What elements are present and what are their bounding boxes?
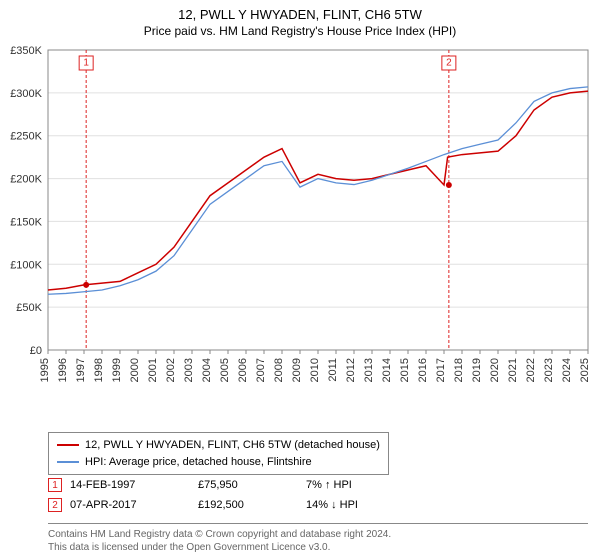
sale-date: 07-APR-2017 xyxy=(70,499,190,511)
svg-text:2024: 2024 xyxy=(561,358,573,382)
legend-label: HPI: Average price, detached house, Flin… xyxy=(85,454,312,471)
footer: Contains HM Land Registry data © Crown c… xyxy=(48,523,588,554)
svg-text:2012: 2012 xyxy=(345,358,357,382)
svg-text:2005: 2005 xyxy=(219,358,231,382)
svg-text:2006: 2006 xyxy=(237,358,249,382)
svg-text:£350K: £350K xyxy=(10,45,42,57)
sale-row: 2 07-APR-2017 £192,500 14% ↓ HPI xyxy=(48,498,588,512)
svg-text:1996: 1996 xyxy=(57,358,69,382)
legend-swatch xyxy=(57,444,79,446)
svg-text:1998: 1998 xyxy=(93,358,105,382)
sale-date: 14-FEB-1997 xyxy=(70,479,190,491)
legend-item: 12, PWLL Y HWYADEN, FLINT, CH6 5TW (deta… xyxy=(57,437,380,454)
legend: 12, PWLL Y HWYADEN, FLINT, CH6 5TW (deta… xyxy=(48,432,389,475)
svg-text:2: 2 xyxy=(446,58,452,69)
svg-text:2003: 2003 xyxy=(183,358,195,382)
sale-price: £75,950 xyxy=(198,479,298,491)
svg-text:2016: 2016 xyxy=(417,358,429,382)
footer-line-2: This data is licensed under the Open Gov… xyxy=(48,541,588,554)
svg-text:2015: 2015 xyxy=(399,358,411,382)
svg-text:2017: 2017 xyxy=(435,358,447,382)
svg-text:£150K: £150K xyxy=(10,216,42,228)
svg-text:£0: £0 xyxy=(30,345,42,357)
svg-text:£100K: £100K xyxy=(10,259,42,271)
svg-text:2009: 2009 xyxy=(291,358,303,382)
sales-table: 1 14-FEB-1997 £75,950 7% ↑ HPI 2 07-APR-2017 £… xyxy=(48,478,588,518)
sale-row: 1 14-FEB-1997 £75,950 7% ↑ HPI xyxy=(48,478,588,492)
svg-text:2001: 2001 xyxy=(147,358,159,382)
legend-swatch xyxy=(57,461,79,463)
svg-text:2002: 2002 xyxy=(165,358,177,382)
svg-text:2021: 2021 xyxy=(507,358,519,382)
svg-text:£50K: £50K xyxy=(16,302,42,314)
legend-label: 12, PWLL Y HWYADEN, FLINT, CH6 5TW (deta… xyxy=(85,437,380,454)
svg-text:1995: 1995 xyxy=(39,358,51,382)
chart-svg: £0£50K£100K£150K£200K£250K£300K£350K1995… xyxy=(48,50,588,380)
svg-text:2020: 2020 xyxy=(489,358,501,382)
svg-text:1: 1 xyxy=(83,58,89,69)
svg-text:£200K: £200K xyxy=(10,174,42,186)
sale-marker: 1 xyxy=(48,478,62,492)
svg-text:£250K: £250K xyxy=(10,131,42,143)
svg-text:2013: 2013 xyxy=(363,358,375,382)
svg-text:2008: 2008 xyxy=(273,358,285,382)
legend-item: HPI: Average price, detached house, Flin… xyxy=(57,454,380,471)
svg-text:2014: 2014 xyxy=(381,358,393,382)
svg-text:2007: 2007 xyxy=(255,358,267,382)
svg-text:1999: 1999 xyxy=(111,358,123,382)
svg-text:2004: 2004 xyxy=(201,358,213,382)
chart-title: 12, PWLL Y HWYADEN, FLINT, CH6 5TW xyxy=(0,0,600,24)
sale-marker: 2 xyxy=(48,498,62,512)
svg-text:2025: 2025 xyxy=(579,358,591,382)
sale-price: £192,500 xyxy=(198,499,298,511)
chart: £0£50K£100K£150K£200K£250K£300K£350K1995… xyxy=(48,50,588,380)
svg-text:2022: 2022 xyxy=(525,358,537,382)
svg-text:2010: 2010 xyxy=(309,358,321,382)
svg-text:£300K: £300K xyxy=(10,88,42,100)
svg-text:2011: 2011 xyxy=(327,358,339,382)
svg-text:2019: 2019 xyxy=(471,358,483,382)
sale-pct: 7% ↑ HPI xyxy=(306,479,406,491)
sale-pct: 14% ↓ HPI xyxy=(306,499,406,511)
svg-text:2023: 2023 xyxy=(543,358,555,382)
footer-line-1: Contains HM Land Registry data © Crown c… xyxy=(48,528,588,541)
svg-text:2018: 2018 xyxy=(453,358,465,382)
chart-subtitle: Price paid vs. HM Land Registry's House … xyxy=(0,24,600,42)
svg-text:2000: 2000 xyxy=(129,358,141,382)
svg-text:1997: 1997 xyxy=(75,358,87,382)
